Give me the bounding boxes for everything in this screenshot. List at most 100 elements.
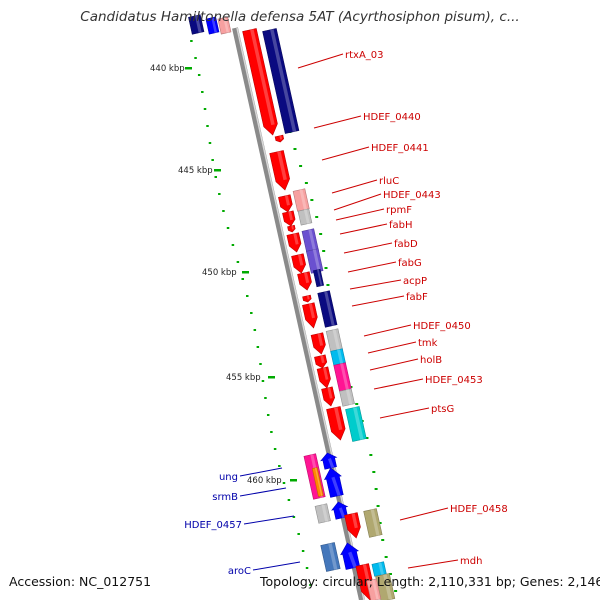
- gene-rpmF: [297, 208, 313, 226]
- gene-label-tmk[interactable]: tmk: [418, 338, 438, 349]
- label-leader: [335, 208, 385, 221]
- gene-label-rtxA_03[interactable]: rtxA_03: [345, 50, 384, 61]
- gene-tmk-red-body: [314, 354, 328, 369]
- gc-dot: [381, 539, 385, 541]
- gene-acpP-shine: [317, 269, 323, 286]
- tick-mark: [214, 169, 221, 172]
- gene-HDEF_0441-shine: [277, 151, 287, 181]
- gene-fabD-shine: [308, 229, 317, 252]
- gene-fabF-small-body: [302, 294, 312, 303]
- gene-rtxA_03-partner-shine: [270, 29, 297, 132]
- gc-dot: [297, 533, 300, 535]
- label-leader: [407, 559, 459, 569]
- gene-ptsG-red-body: [326, 406, 346, 441]
- gene-fabH-red-shine: [288, 211, 293, 221]
- map-title: Candidatus Hamiltonella defensa 5AT (Acy…: [80, 9, 520, 25]
- gene-fabF-red: [302, 302, 318, 329]
- gene-srmB-2: [331, 501, 349, 520]
- gene-label-HDEF_0457[interactable]: HDEF_0457: [184, 520, 242, 531]
- gc-dot: [322, 250, 326, 252]
- gene-holB-red-body: [316, 366, 331, 389]
- gene-label-fabF[interactable]: fabF: [406, 292, 428, 303]
- gene-label-srmB[interactable]: srmB: [212, 492, 238, 503]
- tick-label: 445 kbp: [178, 166, 213, 176]
- gene-HDEF_0458-red-body: [344, 512, 361, 539]
- gene-label-HDEF_0440[interactable]: HDEF_0440: [363, 112, 421, 123]
- gc-dot: [201, 91, 204, 93]
- gene-HDEF_0443-body: [278, 194, 293, 213]
- gc-dot: [197, 74, 201, 76]
- gc-dot: [282, 482, 286, 484]
- label-leader: [349, 279, 402, 290]
- gc-dot: [388, 573, 392, 575]
- gene-HDEF_0441-body: [269, 150, 290, 191]
- gc-dot: [293, 148, 297, 150]
- gene-label-rpmF[interactable]: rpmF: [386, 205, 412, 216]
- gene-label-fabG[interactable]: fabG: [398, 258, 422, 269]
- gene-label-aroC[interactable]: aroC: [228, 566, 251, 577]
- gene-acpP-red: [297, 271, 312, 291]
- gene-acpP-red-body: [297, 271, 312, 291]
- gene-label-ung[interactable]: ung: [219, 472, 238, 483]
- gene-fabD-red: [286, 232, 302, 253]
- gene-srmB-shine: [331, 476, 341, 497]
- gc-dot: [236, 261, 240, 263]
- gene-acpP-red-shine: [303, 272, 310, 284]
- gc-dot: [394, 590, 398, 592]
- gene-HDEF_0450-red-body: [310, 332, 326, 355]
- label-leader: [333, 193, 382, 211]
- gc-dot: [372, 471, 376, 473]
- gc-dot: [376, 505, 380, 507]
- gene-label-holB[interactable]: holB: [420, 355, 442, 366]
- gene-label-HDEF_0443[interactable]: HDEF_0443: [383, 190, 441, 201]
- gene-label-mdh[interactable]: mdh: [460, 556, 482, 567]
- gene-rtxA_03-shine: [250, 29, 275, 126]
- gene-label-acpP[interactable]: acpP: [403, 276, 427, 287]
- gene-label-HDEF_0450[interactable]: HDEF_0450: [413, 321, 471, 332]
- gene-ptsG-shine: [353, 407, 364, 440]
- gene-holB-red-shine: [323, 367, 329, 380]
- gene-label-ptsG[interactable]: ptsG: [431, 404, 454, 415]
- gene-mdh: [371, 561, 387, 577]
- gene-ung-shine: [328, 458, 335, 469]
- gene-HDEF_0440: [274, 134, 285, 143]
- gc-dot: [292, 516, 296, 518]
- gene-fabD-red-body: [286, 232, 302, 253]
- gene-fabG: [306, 248, 324, 274]
- gene-label-fabH[interactable]: fabH: [389, 220, 413, 231]
- tick-label: 450 kbp: [202, 268, 237, 278]
- tick-mark: [242, 271, 249, 274]
- label-leader: [239, 487, 287, 497]
- gene-fabH-small-shine: [291, 225, 294, 230]
- gc-dot: [310, 199, 314, 201]
- gene-rtxA_03: [242, 28, 278, 136]
- gene-label-HDEF_0458[interactable]: HDEF_0458: [450, 504, 508, 515]
- gc-dot: [208, 142, 212, 144]
- tick-mark: [185, 67, 192, 70]
- label-leader: [331, 179, 378, 194]
- gene-label-fabD[interactable]: fabD: [394, 239, 418, 250]
- gc-dot: [253, 329, 257, 331]
- gene-HDEF_0453-gray: [339, 388, 355, 407]
- gene-ptsG-red: [326, 406, 346, 441]
- gene-label-HDEF_0453[interactable]: HDEF_0453: [425, 375, 483, 386]
- gene-edge-navy: [188, 14, 205, 35]
- gene-HDEF_0453: [321, 386, 336, 407]
- genes-track: [188, 14, 396, 602]
- gene-label-HDEF_0441[interactable]: HDEF_0441: [371, 143, 429, 154]
- gene-HDEF_0458-red-shine: [351, 513, 358, 529]
- gene-HDEF_0453-gray-shine: [345, 389, 353, 405]
- gene-rtxA_03-partner: [262, 28, 300, 134]
- gene-fabF-shine: [324, 291, 335, 326]
- label-leader: [343, 242, 393, 254]
- gene-label-rluC[interactable]: rluC: [379, 176, 399, 187]
- label-leader: [313, 115, 362, 129]
- label-leader: [321, 146, 370, 161]
- gene-HDEF_0450-red-shine: [317, 333, 324, 346]
- gene-mdh-pink-shine: [372, 579, 379, 600]
- gene-ptsG: [345, 406, 367, 442]
- gc-dot: [231, 244, 235, 246]
- gene-HDEF_0440-body: [274, 134, 285, 143]
- gene-fabH-red: [282, 210, 296, 227]
- label-leader: [379, 407, 430, 419]
